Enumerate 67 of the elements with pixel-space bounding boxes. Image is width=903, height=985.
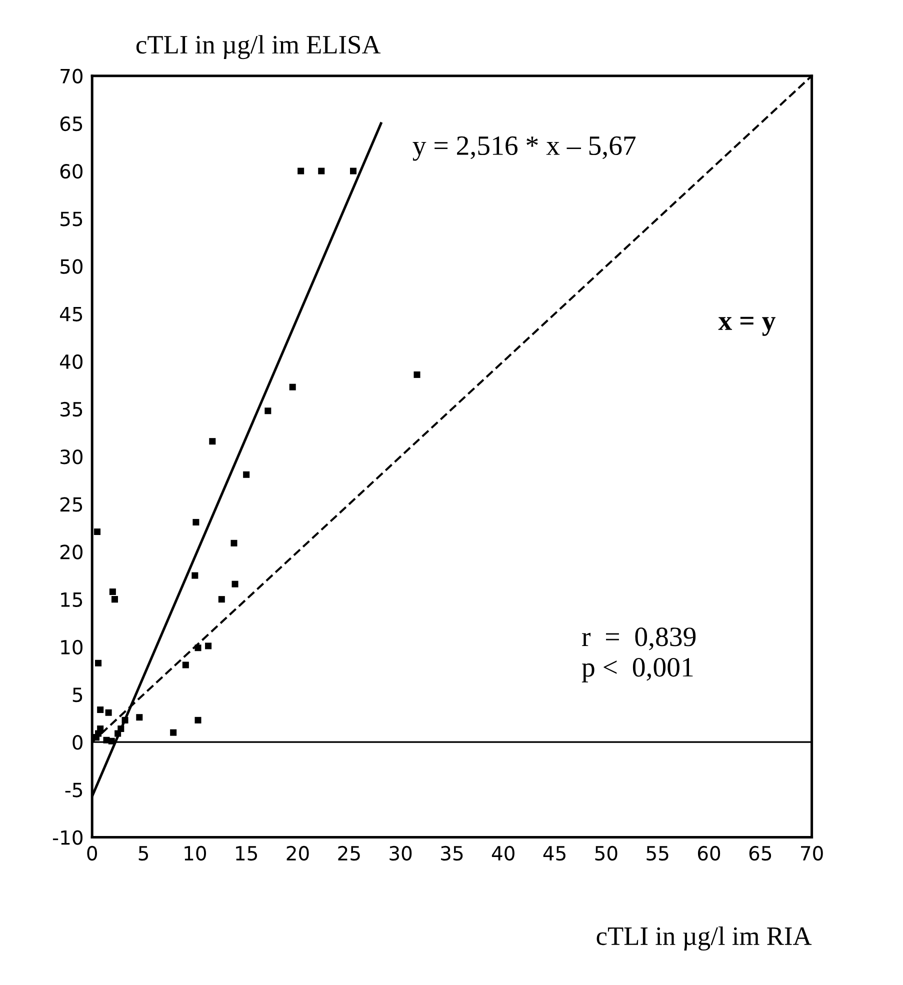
annotation: x = y (718, 316, 776, 336)
point (194, 716, 202, 724)
point (122, 716, 128, 724)
x-tick-label: 40 (492, 846, 514, 861)
point (192, 518, 200, 526)
point (170, 729, 177, 736)
point (264, 408, 272, 414)
point (97, 706, 104, 713)
point (136, 714, 143, 721)
annotation: r = 0,839 (582, 627, 696, 650)
point (105, 709, 112, 716)
x-tick-label: 10 (184, 846, 206, 861)
y-tick-label: 25 (60, 497, 82, 512)
x-tick-label: 20 (286, 846, 309, 861)
point (232, 580, 238, 588)
y-tick-label: 45 (60, 306, 82, 322)
point (298, 168, 304, 174)
point (194, 644, 202, 652)
point (318, 168, 325, 174)
x-tick-label: 0 (87, 846, 97, 861)
x-tick-label: 5 (138, 846, 148, 861)
x-tick-label: 30 (390, 846, 412, 861)
point (109, 588, 116, 595)
y-axis-title: cTLI in µg/l im ELISA (136, 35, 381, 60)
point (182, 662, 189, 668)
point (192, 572, 198, 579)
point (92, 734, 100, 741)
y-tick-label: 65 (60, 116, 82, 132)
point (114, 730, 122, 737)
y-tick-label: 35 (60, 402, 82, 417)
annotation: y = 2,516 * x – 5,67 (412, 136, 636, 161)
x-tick-label: 45 (543, 846, 566, 861)
point (350, 168, 357, 174)
y-tick-label: 60 (60, 164, 82, 179)
y-tick-label: 15 (61, 592, 82, 607)
x-axis-title: cTLI in µg/l im RIA (596, 926, 812, 951)
point (205, 642, 212, 650)
y-tick-label: 30 (60, 450, 82, 464)
y-tick-label: 20 (60, 544, 82, 560)
y-tick-label: 55 (60, 212, 82, 226)
x-tick-label: 35 (441, 846, 463, 861)
y-tick-label: -5 (65, 782, 82, 798)
point (95, 660, 102, 666)
x-tick-label: 60 (698, 846, 720, 861)
x-tick-label: 50 (595, 846, 618, 861)
y-tick-label: 40 (60, 354, 82, 370)
point (243, 471, 250, 478)
y-tick-label: -10 (52, 830, 82, 845)
point (230, 540, 238, 546)
x-tick-label: 25 (338, 846, 360, 861)
point (218, 596, 225, 603)
point (289, 384, 296, 390)
x-tick-label: 70 (801, 846, 823, 861)
y-tick-label: 50 (60, 259, 82, 274)
point (111, 596, 118, 603)
y-tick-label: 5 (72, 688, 82, 702)
x-tick-label: 55 (646, 846, 668, 861)
point (209, 438, 216, 445)
point (108, 738, 115, 744)
y-tick-label: 70 (60, 68, 82, 84)
annotation: p < 0,001 (582, 658, 693, 682)
y-tick-label: 0 (72, 735, 82, 750)
y-tick-label: 10 (61, 640, 82, 655)
point (414, 371, 420, 378)
point (94, 528, 101, 535)
x-tick-label: 15 (236, 846, 257, 861)
x-tick-label: 65 (749, 846, 772, 861)
